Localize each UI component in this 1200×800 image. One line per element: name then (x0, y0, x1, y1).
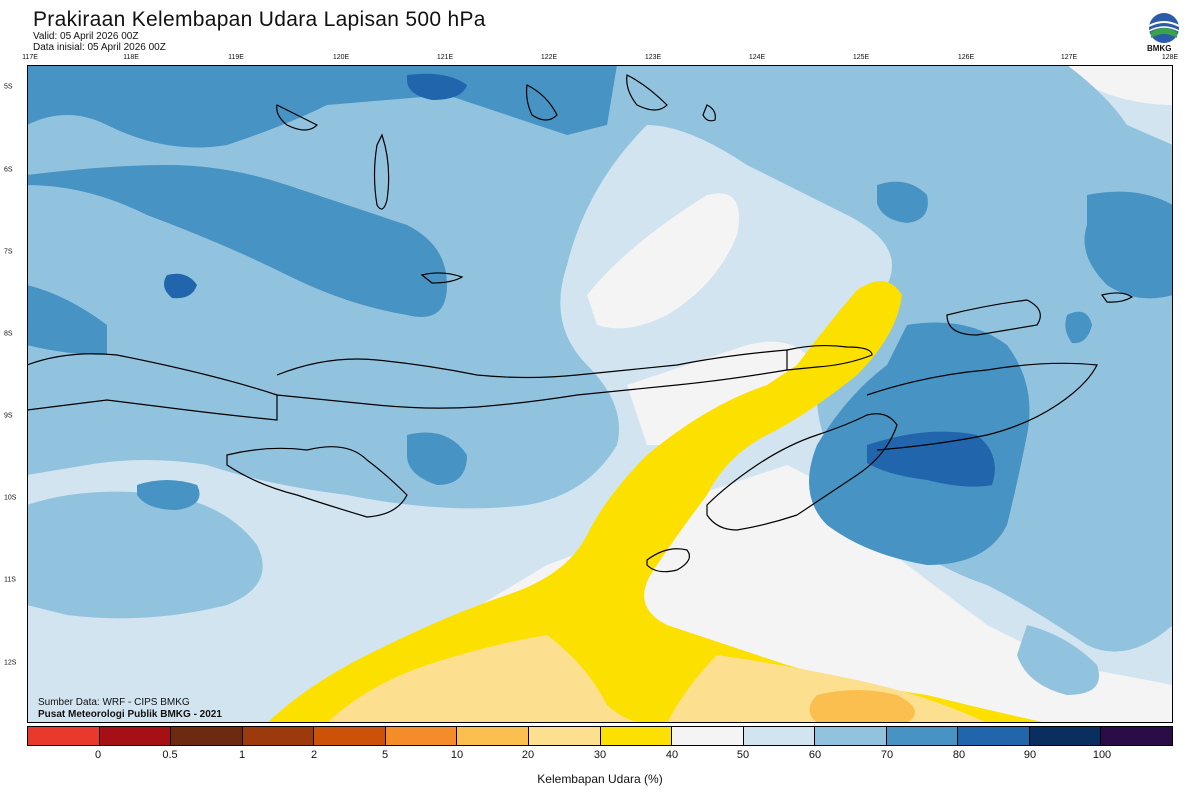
colorbar-swatch (528, 727, 601, 745)
map-border (27, 65, 1173, 723)
colorbar (27, 726, 1173, 746)
lon-label: 123E (644, 54, 662, 61)
colorbar-swatch (815, 727, 887, 745)
init-time: Data inisial: 05 April 2026 00Z (33, 42, 166, 53)
dry-band (267, 281, 1047, 723)
very-wet-region-3 (867, 431, 995, 487)
wet-region-4 (407, 432, 467, 485)
colorbar-tick: 90 (1023, 749, 1037, 761)
producer-credit: Pusat Meteorologi Publik BMKG - 2021 (38, 709, 222, 720)
dry-band-orange (809, 690, 915, 723)
colorbar-swatch (242, 727, 315, 745)
coastline (866, 362, 1098, 451)
colorbar-swatch (743, 727, 816, 745)
colorbar-swatch (314, 727, 386, 745)
lon-label: 127E (1060, 54, 1078, 61)
colorbar-swatch (171, 727, 243, 745)
coastline (626, 74, 668, 111)
coastline (226, 446, 408, 518)
colorbar-swatch (1029, 727, 1102, 745)
colorbar-tick: 2 (310, 749, 318, 761)
wet-region-9 (1065, 311, 1092, 344)
lon-label: 119E (228, 54, 244, 61)
lon-label: 120E (332, 54, 350, 61)
humidity-map[interactable] (27, 65, 1173, 723)
wet-region-7 (1084, 191, 1173, 299)
data-source: Sumber Data: WRF - CIPS BMKG (38, 697, 190, 708)
lat-label: 7S (4, 248, 13, 256)
colorbar-tick: 70 (880, 749, 894, 761)
lat-label: 9S (4, 412, 13, 420)
colorbar-swatch (457, 727, 529, 745)
wet-region-8 (877, 181, 928, 223)
lon-label: 118E (123, 54, 139, 61)
coastline (420, 272, 464, 284)
colorbar-tick: 80 (952, 749, 966, 761)
colorbar-tick: 0 (94, 749, 102, 761)
dry-region-4 (627, 341, 807, 445)
coastline (1100, 292, 1134, 303)
colorbar-tick: 30 (593, 749, 607, 761)
colorbar-tick: 20 (521, 749, 535, 761)
colorbar-unit-label: Kelembapan Udara (%) (537, 772, 663, 786)
colorbar-tick: 40 (665, 749, 679, 761)
dry-region-2 (587, 193, 739, 329)
wet-region-2 (27, 165, 447, 317)
wet-region-3 (27, 285, 107, 355)
map-title: Prakiraan Kelembapan Udara Lapisan 500 h… (33, 8, 486, 31)
coastline (276, 349, 788, 409)
very-wet-region (407, 73, 467, 100)
colorbar-tick: 5 (381, 749, 389, 761)
lon-label: 122E (540, 54, 558, 61)
valid-time: Valid: 05 April 2026 00Z (33, 31, 139, 42)
lat-label: 8S (4, 330, 13, 338)
dry-band-light (327, 635, 647, 723)
coastline (276, 104, 319, 131)
colorbar-swatch (28, 727, 100, 745)
very-wet-region-2 (163, 273, 197, 299)
coastlines (27, 74, 1134, 573)
colorbar-swatch (886, 727, 959, 745)
colorbar-tick: 1 (238, 749, 246, 761)
wet-region (27, 65, 617, 148)
coastline (373, 133, 390, 210)
colorbar-swatch (385, 727, 458, 745)
lon-label: 128E (1161, 54, 1179, 61)
colorbar-swatch (672, 727, 744, 745)
moist-region-4 (1017, 625, 1099, 695)
coastline (646, 548, 690, 573)
lat-label: 10S (4, 494, 17, 502)
colorbar-tick: 100 (1092, 749, 1112, 761)
colorbar-swatch (600, 727, 673, 745)
colorbar-tick: 50 (736, 749, 750, 761)
coastline (706, 413, 898, 531)
moist-region-3 (27, 491, 263, 619)
coastline (525, 84, 558, 121)
lon-label: 121E (436, 54, 454, 61)
lon-label: 124E (748, 54, 766, 61)
colorbar-swatch (99, 727, 172, 745)
lon-label: 125E (852, 54, 870, 61)
lat-label: 12S (4, 659, 17, 667)
wet-region-5 (137, 480, 200, 510)
lat-label: 11S (4, 576, 16, 584)
colorbar-tick: 60 (808, 749, 822, 761)
colorbar-swatch (958, 727, 1030, 745)
lon-label: 126E (957, 54, 975, 61)
colorbar-tick: 10 (450, 749, 464, 761)
coastline (702, 104, 716, 122)
lon-label: 117E (22, 54, 38, 61)
colorbar-swatch (1101, 727, 1172, 745)
dry-region-3 (1067, 65, 1173, 105)
logo-text: BMKG (1147, 44, 1172, 53)
coastline (786, 344, 873, 371)
coastline (946, 299, 1041, 336)
lat-label: 6S (4, 166, 13, 174)
lat-label: 5S (4, 83, 13, 91)
bmkg-logo-icon (1143, 10, 1185, 58)
colorbar-tick: 0.5 (162, 749, 178, 761)
